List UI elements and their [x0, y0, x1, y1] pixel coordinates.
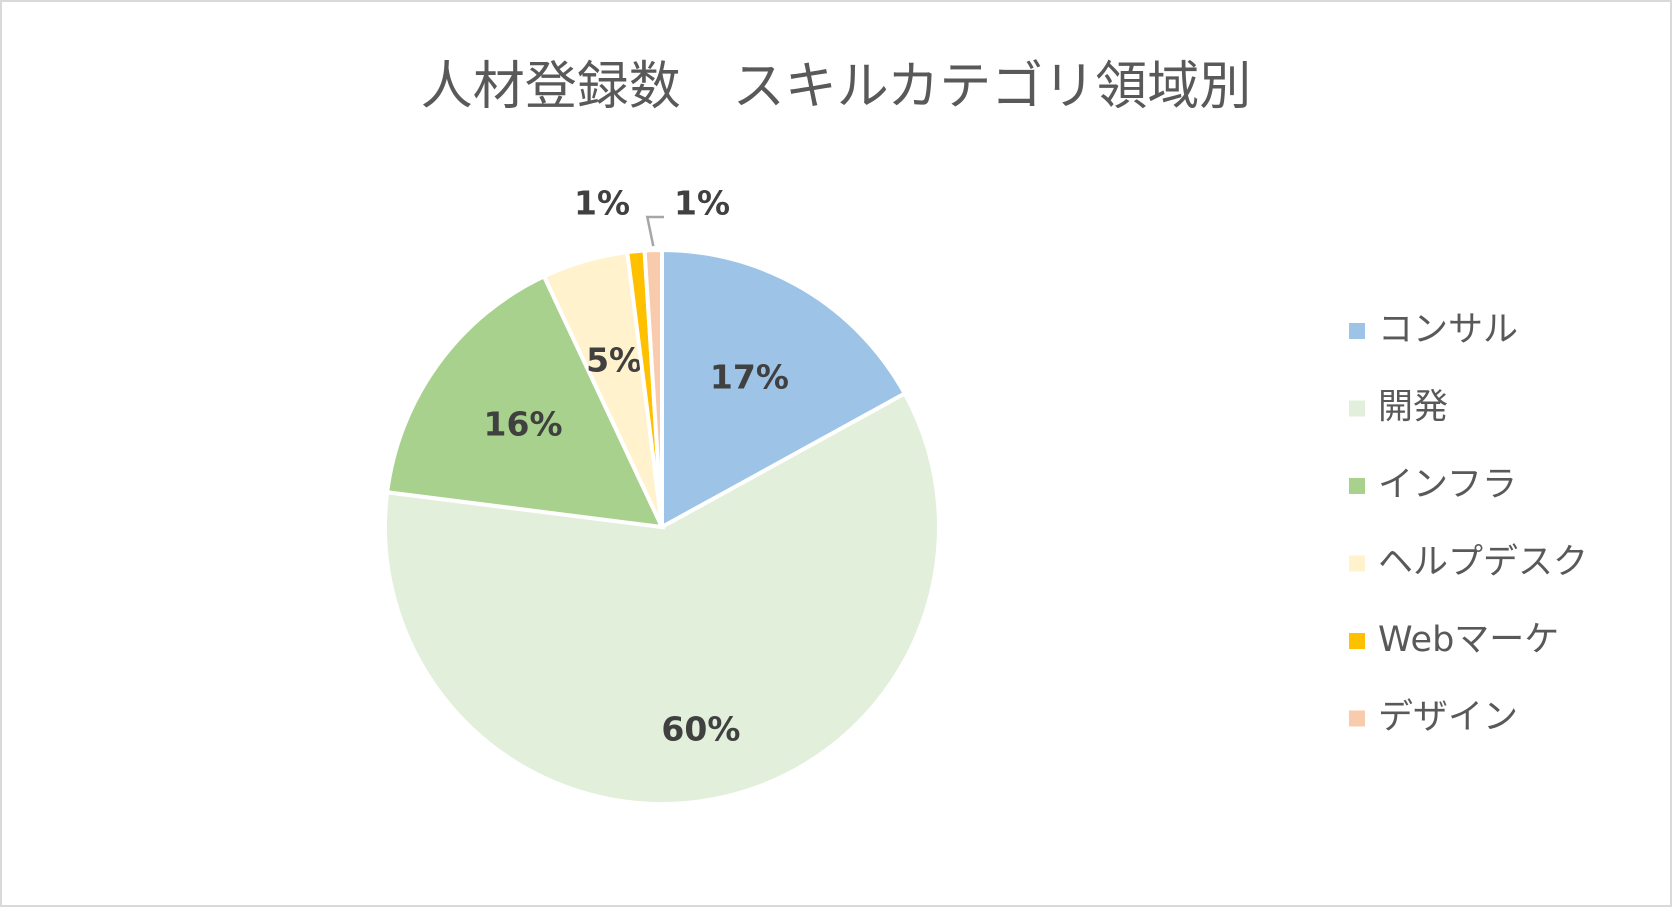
legend-label: Webマーケ	[1378, 620, 1559, 660]
legend-label: コンサル	[1378, 310, 1518, 350]
pie-slice	[642, 247, 664, 528]
chart-title: 人材登録数 スキルカテゴリ領域別	[421, 57, 1251, 117]
legend-swatch	[1349, 555, 1365, 572]
data-label: 60%	[661, 710, 740, 749]
data-label: 16%	[484, 405, 563, 444]
data-label: 1%	[674, 184, 730, 223]
legend-label: インフラ	[1378, 465, 1517, 505]
legend-swatch	[1349, 400, 1365, 417]
data-label: 5%	[586, 341, 642, 380]
leader-line	[645, 215, 664, 247]
data-label: 17%	[710, 358, 789, 397]
legend-label: ヘルプデスク	[1378, 543, 1588, 583]
legend-label: デザイン	[1378, 698, 1518, 738]
data-label: 1%	[574, 184, 630, 223]
legend-swatch	[1349, 478, 1365, 494]
pie-slice	[384, 273, 666, 530]
legend-swatch	[1349, 710, 1365, 727]
pie-slice	[660, 247, 908, 531]
legend-label: 開発	[1378, 388, 1448, 428]
legend-swatch	[1349, 633, 1365, 649]
pie-slice	[383, 390, 941, 806]
legend-swatch	[1349, 323, 1365, 339]
